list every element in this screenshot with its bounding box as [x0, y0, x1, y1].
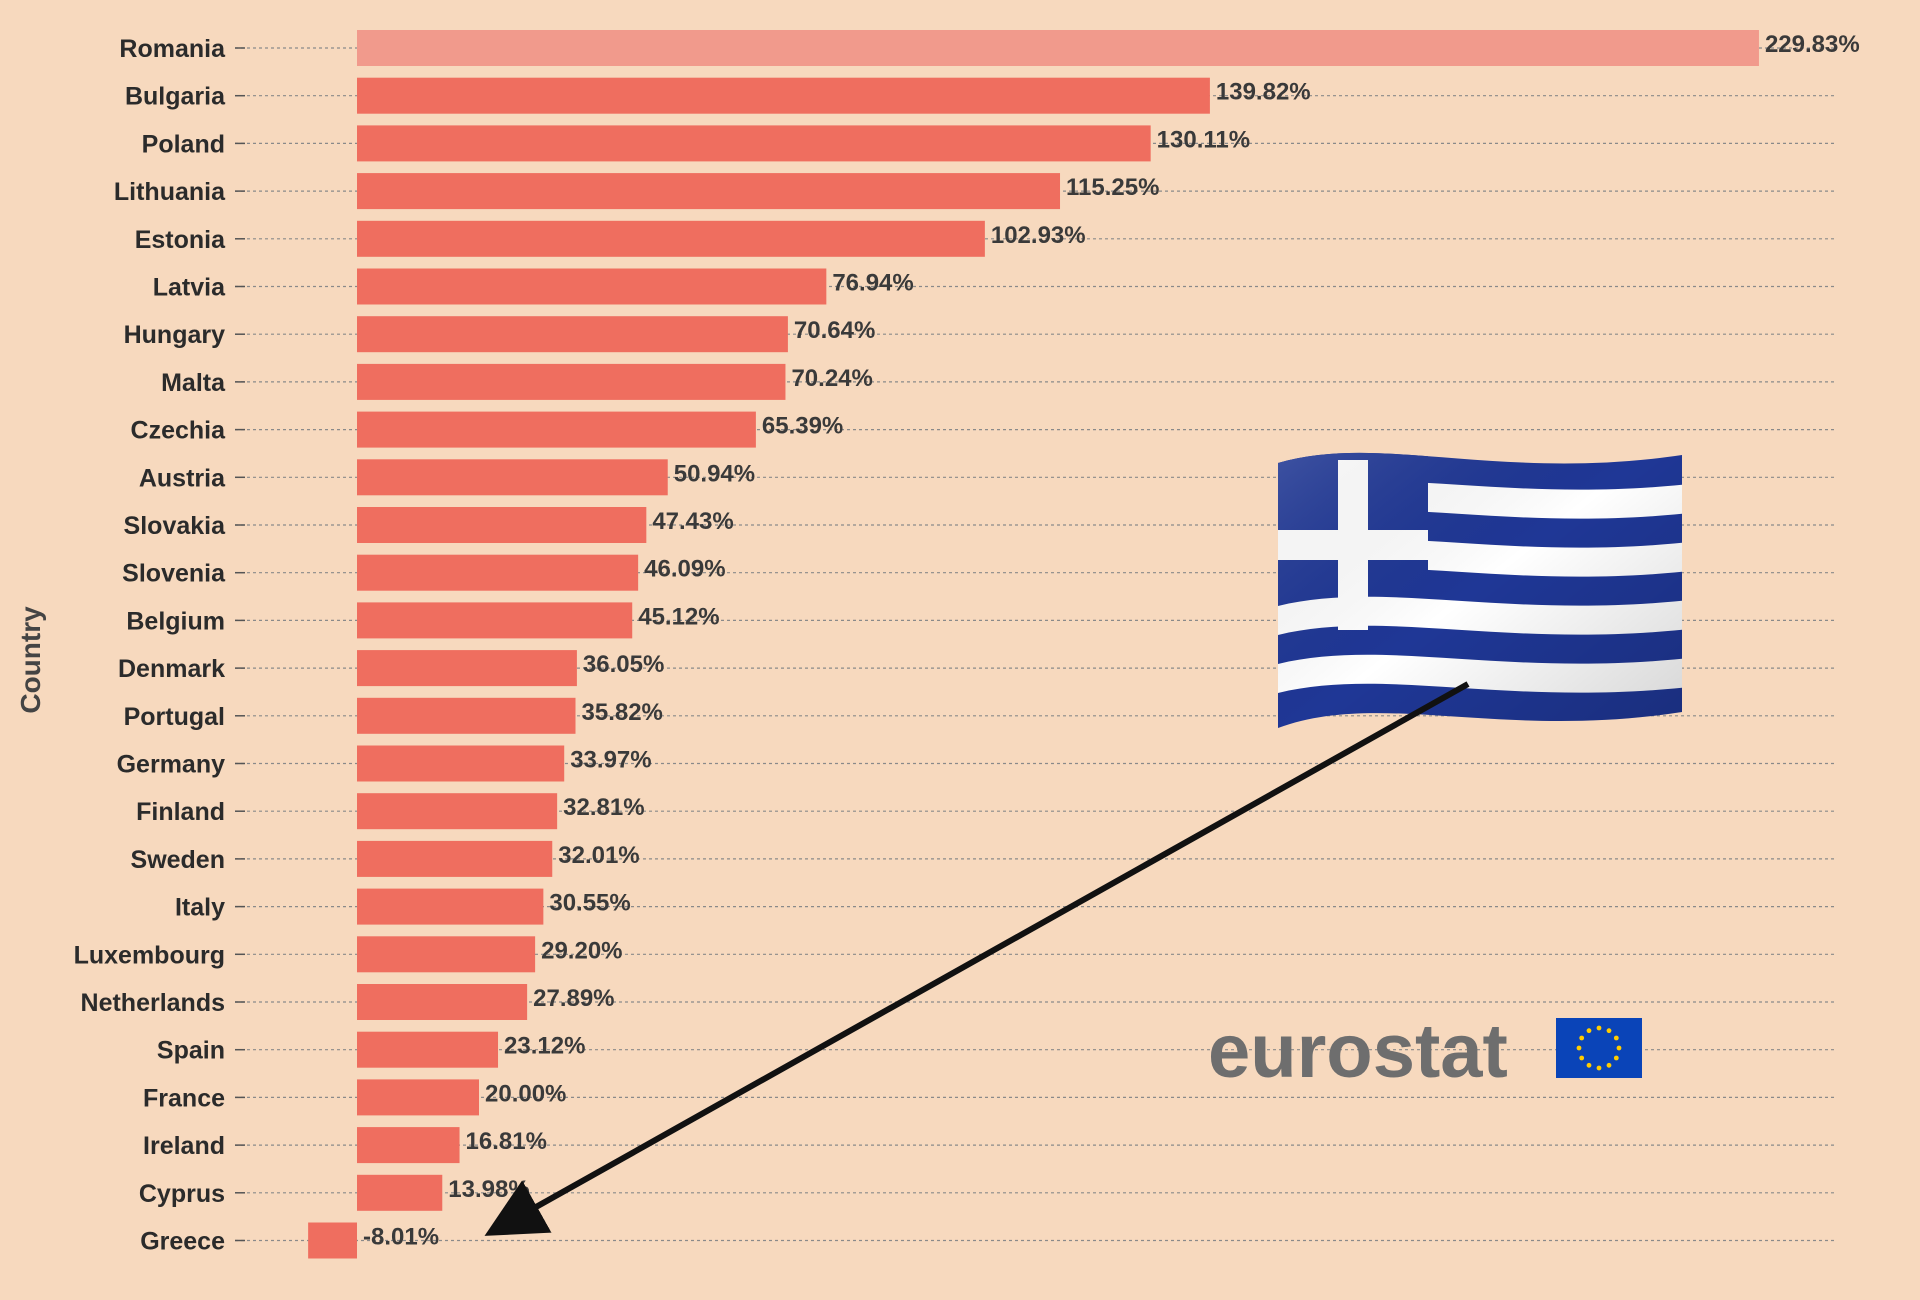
bar-denmark — [357, 650, 577, 687]
category-label-poland: Poland — [142, 130, 225, 158]
category-label-portugal: Portugal — [124, 703, 225, 731]
bar-belgium — [357, 602, 633, 639]
bar-latvia — [357, 268, 827, 305]
bar-greece — [308, 1222, 357, 1259]
bar-slovakia — [357, 507, 647, 543]
category-label-malta: Malta — [161, 369, 226, 397]
value-label-austria: 50.94% — [674, 460, 755, 487]
bar-ireland — [357, 1127, 460, 1164]
eu-flag-icon — [1556, 1018, 1642, 1078]
value-label-slovakia: 47.43% — [652, 508, 733, 535]
bar-finland — [357, 793, 558, 830]
bar-cyprus — [357, 1174, 443, 1211]
value-label-czechia: 65.39% — [762, 413, 843, 440]
value-labels: 229.83% 139.82% 130.11% 115.25% 102.93% 76.94… — [363, 31, 1860, 1251]
category-label-italy: Italy — [175, 894, 225, 922]
category-label-cyprus: Cyprus — [139, 1180, 225, 1208]
bar-slovenia — [357, 554, 639, 591]
bar-hungary — [357, 316, 788, 353]
value-label-luxembourg: 29.20% — [541, 937, 622, 964]
value-label-spain: 23.12% — [504, 1033, 585, 1060]
category-label-finland: Finland — [136, 798, 225, 826]
value-label-portugal: 35.82% — [582, 699, 663, 726]
value-label-cyprus: 13.98% — [448, 1176, 529, 1203]
bar-estonia — [357, 220, 985, 257]
category-labels: Romania Bulgaria Poland Lithuania Estonia Lat… — [74, 35, 227, 1256]
value-label-netherlands: 27.89% — [533, 985, 614, 1012]
value-label-romania: 229.83% — [1765, 31, 1860, 58]
category-label-hungary: Hungary — [124, 321, 226, 349]
value-label-ireland: 16.81% — [466, 1128, 547, 1155]
category-label-slovenia: Slovenia — [122, 560, 226, 588]
y-axis-title: Country — [15, 606, 46, 714]
value-label-sweden: 32.01% — [558, 842, 639, 869]
value-label-denmark: 36.05% — [583, 651, 664, 678]
category-label-germany: Germany — [117, 751, 225, 779]
category-label-ireland: Ireland — [143, 1132, 225, 1160]
value-label-latvia: 76.94% — [832, 270, 913, 297]
value-label-lithuania: 115.25% — [1066, 174, 1159, 201]
bar-france — [357, 1079, 479, 1116]
category-label-greece: Greece — [140, 1228, 225, 1256]
bars — [308, 30, 1759, 1259]
bar-spain — [357, 1031, 499, 1068]
value-label-finland: 32.81% — [563, 794, 644, 821]
category-label-denmark: Denmark — [118, 655, 225, 683]
category-label-sweden: Sweden — [131, 846, 225, 874]
bar-austria — [357, 459, 668, 496]
value-label-hungary: 70.64% — [794, 317, 875, 344]
bar-romania — [357, 30, 1759, 66]
category-label-romania: Romania — [119, 35, 226, 63]
value-label-bulgaria: 139.82% — [1216, 79, 1311, 106]
category-label-luxembourg: Luxembourg — [74, 941, 225, 969]
category-label-lithuania: Lithuania — [114, 178, 226, 206]
value-label-germany: 33.97% — [570, 747, 651, 774]
bar-luxembourg — [357, 936, 536, 973]
category-label-estonia: Estonia — [135, 226, 226, 254]
value-label-belgium: 45.12% — [638, 603, 719, 630]
bar-poland — [357, 125, 1151, 162]
bar-malta — [357, 363, 786, 400]
category-label-austria: Austria — [139, 464, 226, 492]
pointer-arrow — [484, 681, 1470, 1236]
value-label-malta: 70.24% — [791, 365, 872, 392]
bar-sweden — [357, 840, 553, 877]
value-label-italy: 30.55% — [549, 890, 630, 917]
value-label-slovenia: 46.09% — [644, 556, 725, 583]
category-label-czechia: Czechia — [131, 417, 227, 445]
category-label-france: France — [143, 1084, 225, 1112]
category-label-belgium: Belgium — [126, 607, 225, 635]
eurostat-wordmark: eurostat — [1208, 1009, 1508, 1094]
bar-czechia — [357, 411, 756, 448]
value-label-greece: -8.01% — [363, 1224, 439, 1251]
eurostat-logo: eurostat — [1208, 1009, 1642, 1094]
category-label-bulgaria: Bulgaria — [125, 83, 226, 111]
value-label-estonia: 102.93% — [991, 222, 1086, 249]
bar-netherlands — [357, 984, 528, 1020]
bar-portugal — [357, 697, 576, 734]
bar-bulgaria — [357, 77, 1210, 114]
greece-flag-icon — [1278, 452, 1682, 728]
bar-germany — [357, 745, 565, 782]
value-label-france: 20.00% — [485, 1080, 566, 1107]
category-label-latvia: Latvia — [153, 274, 226, 302]
value-label-poland: 130.11% — [1157, 126, 1250, 153]
bar-lithuania — [357, 173, 1061, 210]
category-label-slovakia: Slovakia — [124, 512, 227, 540]
bar-italy — [357, 888, 544, 925]
category-label-spain: Spain — [157, 1037, 225, 1065]
category-label-netherlands: Netherlands — [81, 989, 225, 1017]
